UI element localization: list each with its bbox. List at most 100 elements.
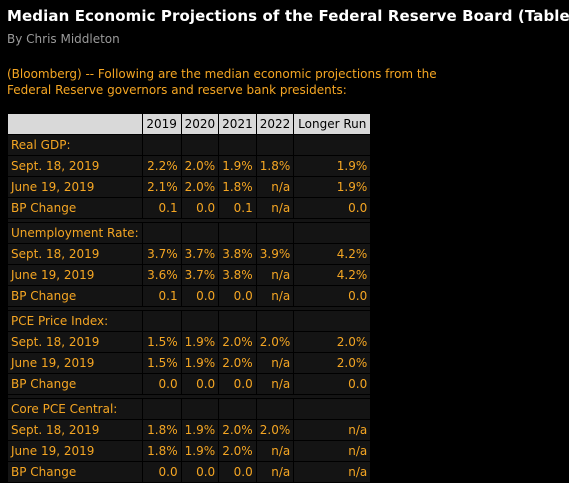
section-empty-cell [256,223,294,243]
value-cell: n/a [294,462,371,482]
value-cell: 0.0 [181,462,219,482]
value-cell: n/a [256,353,294,373]
value-cell: n/a [294,420,371,440]
table-row: June 19, 2019 1.8% 1.9% 2.0% n/a n/a [8,441,371,461]
value-cell: 1.5% [142,332,181,352]
value-cell: 1.9% [294,177,371,197]
projections-table: 2019 2020 2021 2022 Longer Run Real GDP:… [7,113,372,483]
row-label: BP Change [8,374,142,394]
row-label: BP Change [8,286,142,306]
table-row: June 19, 2019 3.6% 3.7% 3.8% n/a 4.2% [8,265,371,285]
row-label: June 19, 2019 [8,441,142,461]
section-empty-cell [181,135,219,155]
table-row: June 19, 2019 2.1% 2.0% 1.8% n/a 1.9% [8,177,371,197]
value-cell: 1.9% [181,420,219,440]
column-header-2022: 2022 [256,114,294,134]
value-cell: 2.0% [219,353,256,373]
value-cell: 2.0% [256,332,294,352]
value-cell: n/a [256,265,294,285]
value-cell: n/a [256,198,294,218]
table-row: BP Change 0.1 0.0 0.0 n/a 0.0 [8,286,371,306]
value-cell: 4.2% [294,244,371,264]
section-empty-cell [256,135,294,155]
table-row: Sept. 18, 2019 2.2% 2.0% 1.9% 1.8% 1.9% [8,156,371,176]
section-empty-cell [142,399,181,419]
value-cell: 2.0% [181,156,219,176]
value-cell: n/a [256,441,294,461]
article-title: Median Economic Projections of the Feder… [7,7,569,25]
section-row: Core PCE Central: [8,399,371,419]
section-empty-cell [219,135,256,155]
value-cell: 2.0% [219,332,256,352]
column-header-2020: 2020 [181,114,219,134]
value-cell: n/a [256,177,294,197]
row-label: Sept. 18, 2019 [8,332,142,352]
section-empty-cell [142,311,181,331]
value-cell: 0.0 [294,374,371,394]
section-label: Unemployment Rate: [8,223,142,243]
row-label: June 19, 2019 [8,353,142,373]
row-label: BP Change [8,198,142,218]
value-cell: 2.0% [294,332,371,352]
section-empty-cell [219,311,256,331]
section-label: Core PCE Central: [8,399,142,419]
value-cell: 2.0% [181,177,219,197]
section-empty-cell [181,311,219,331]
value-cell: 1.9% [219,156,256,176]
column-header-2019: 2019 [142,114,181,134]
section-empty-cell [142,135,181,155]
section-empty-cell [256,311,294,331]
section-spacer [8,219,371,222]
section-label: PCE Price Index: [8,311,142,331]
table-row: BP Change 0.0 0.0 0.0 n/a n/a [8,462,371,482]
column-header-longer-run: Longer Run [294,114,371,134]
table-row: June 19, 2019 1.5% 1.9% 2.0% n/a 2.0% [8,353,371,373]
section-empty-cell [219,223,256,243]
section-empty-cell [294,399,371,419]
value-cell: 0.0 [181,374,219,394]
table-row: BP Change 0.1 0.0 0.1 n/a 0.0 [8,198,371,218]
value-cell: 2.0% [219,420,256,440]
value-cell: 0.0 [219,374,256,394]
section-label: Real GDP: [8,135,142,155]
column-header-2021: 2021 [219,114,256,134]
section-empty-cell [142,223,181,243]
value-cell: 3.9% [256,244,294,264]
value-cell: 3.7% [142,244,181,264]
table-row: BP Change 0.0 0.0 0.0 n/a 0.0 [8,374,371,394]
value-cell: 1.8% [219,177,256,197]
value-cell: 0.0 [219,286,256,306]
value-cell: 3.6% [142,265,181,285]
value-cell: 0.0 [294,198,371,218]
row-label: Sept. 18, 2019 [8,156,142,176]
value-cell: 2.0% [219,441,256,461]
section-spacer [8,307,371,310]
section-empty-cell [294,223,371,243]
section-spacer [8,395,371,398]
article-intro: (Bloomberg) -- Following are the median … [7,67,437,97]
value-cell: 0.0 [294,286,371,306]
value-cell: 1.5% [142,353,181,373]
value-cell: 1.9% [294,156,371,176]
value-cell: n/a [294,441,371,461]
value-cell: 0.1 [142,198,181,218]
value-cell: 1.9% [181,353,219,373]
value-cell: 0.0 [142,462,181,482]
row-label: June 19, 2019 [8,177,142,197]
value-cell: 0.0 [219,462,256,482]
section-empty-cell [181,223,219,243]
section-row: Real GDP: [8,135,371,155]
value-cell: 3.7% [181,244,219,264]
section-empty-cell [181,399,219,419]
value-cell: 2.0% [256,420,294,440]
spacer-cell [8,395,371,398]
value-cell: 2.2% [142,156,181,176]
value-cell: 1.8% [142,441,181,461]
value-cell: 3.7% [181,265,219,285]
value-cell: n/a [256,462,294,482]
value-cell: 1.9% [181,441,219,461]
section-row: Unemployment Rate: [8,223,371,243]
value-cell: 3.8% [219,265,256,285]
table-header-row: 2019 2020 2021 2022 Longer Run [8,114,371,134]
spacer-cell [8,307,371,310]
